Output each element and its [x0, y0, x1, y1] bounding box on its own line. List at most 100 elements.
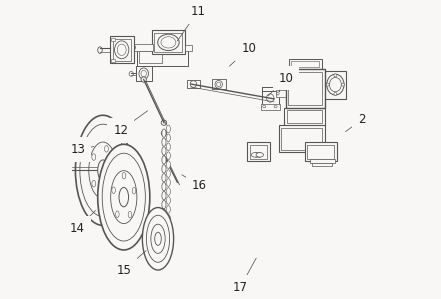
Bar	[113, 39, 131, 61]
Ellipse shape	[75, 115, 131, 225]
Ellipse shape	[162, 147, 166, 155]
Ellipse shape	[167, 214, 170, 222]
Ellipse shape	[297, 73, 300, 77]
Ellipse shape	[161, 130, 167, 136]
Bar	[185, 45, 192, 51]
Ellipse shape	[215, 80, 222, 88]
Bar	[136, 66, 152, 81]
Bar	[111, 38, 115, 41]
Ellipse shape	[92, 180, 96, 187]
Ellipse shape	[290, 73, 293, 77]
Bar	[279, 125, 325, 152]
Ellipse shape	[292, 78, 298, 84]
Ellipse shape	[297, 91, 300, 95]
Ellipse shape	[326, 83, 329, 86]
Ellipse shape	[162, 218, 166, 227]
Bar	[152, 30, 185, 54]
Ellipse shape	[295, 90, 302, 96]
Ellipse shape	[304, 91, 307, 95]
Bar	[288, 72, 321, 106]
Ellipse shape	[162, 182, 166, 191]
Ellipse shape	[303, 90, 309, 96]
Ellipse shape	[162, 209, 166, 218]
Bar	[310, 159, 335, 163]
Bar	[133, 44, 153, 51]
Ellipse shape	[167, 196, 170, 204]
Ellipse shape	[122, 173, 126, 179]
Ellipse shape	[162, 156, 166, 164]
Ellipse shape	[310, 81, 316, 87]
Bar	[280, 128, 322, 150]
Ellipse shape	[266, 94, 274, 102]
Ellipse shape	[139, 68, 149, 79]
Ellipse shape	[162, 191, 166, 200]
Ellipse shape	[92, 154, 96, 160]
Ellipse shape	[299, 96, 305, 102]
Ellipse shape	[290, 100, 293, 104]
Ellipse shape	[295, 72, 302, 78]
Bar	[110, 36, 134, 63]
Ellipse shape	[115, 41, 129, 59]
Ellipse shape	[167, 161, 170, 169]
Ellipse shape	[306, 78, 312, 84]
Ellipse shape	[98, 144, 150, 250]
Ellipse shape	[98, 160, 108, 181]
Bar	[284, 108, 325, 126]
Ellipse shape	[167, 170, 170, 178]
Ellipse shape	[251, 152, 259, 157]
Bar	[324, 71, 346, 99]
Bar	[276, 90, 288, 97]
Ellipse shape	[116, 211, 119, 218]
Ellipse shape	[256, 152, 264, 157]
Bar	[261, 104, 280, 110]
Ellipse shape	[167, 134, 170, 142]
Ellipse shape	[295, 81, 302, 87]
Ellipse shape	[303, 99, 309, 105]
Ellipse shape	[303, 81, 309, 87]
Ellipse shape	[162, 174, 166, 182]
Text: 15: 15	[116, 251, 146, 277]
Ellipse shape	[162, 129, 166, 137]
Ellipse shape	[162, 138, 166, 146]
Ellipse shape	[292, 87, 298, 93]
Ellipse shape	[288, 99, 294, 105]
Ellipse shape	[141, 70, 146, 77]
Text: 10: 10	[268, 71, 293, 96]
Ellipse shape	[112, 167, 116, 174]
Text: 14: 14	[70, 210, 96, 235]
Ellipse shape	[311, 73, 314, 77]
Bar	[312, 163, 333, 167]
Ellipse shape	[329, 77, 341, 92]
Ellipse shape	[288, 81, 294, 87]
Ellipse shape	[105, 146, 108, 152]
Ellipse shape	[167, 179, 170, 186]
Ellipse shape	[141, 77, 146, 82]
Ellipse shape	[311, 100, 314, 104]
Ellipse shape	[151, 224, 165, 253]
Ellipse shape	[129, 71, 133, 76]
Ellipse shape	[304, 100, 307, 104]
Ellipse shape	[306, 87, 312, 93]
Bar	[307, 145, 334, 159]
Ellipse shape	[162, 165, 166, 173]
Ellipse shape	[295, 99, 302, 105]
Ellipse shape	[161, 37, 176, 48]
Ellipse shape	[290, 91, 293, 95]
Bar	[286, 106, 323, 109]
Ellipse shape	[130, 45, 135, 51]
Bar	[137, 48, 188, 66]
Ellipse shape	[119, 187, 128, 207]
Ellipse shape	[310, 72, 316, 78]
Ellipse shape	[102, 153, 146, 241]
Ellipse shape	[310, 99, 316, 105]
Ellipse shape	[311, 82, 314, 86]
Bar	[111, 59, 115, 62]
Ellipse shape	[290, 82, 293, 86]
Ellipse shape	[263, 106, 266, 108]
Ellipse shape	[304, 82, 307, 86]
Ellipse shape	[117, 44, 126, 55]
Ellipse shape	[297, 82, 300, 86]
Ellipse shape	[146, 215, 170, 262]
Ellipse shape	[111, 171, 137, 224]
Ellipse shape	[217, 82, 221, 86]
